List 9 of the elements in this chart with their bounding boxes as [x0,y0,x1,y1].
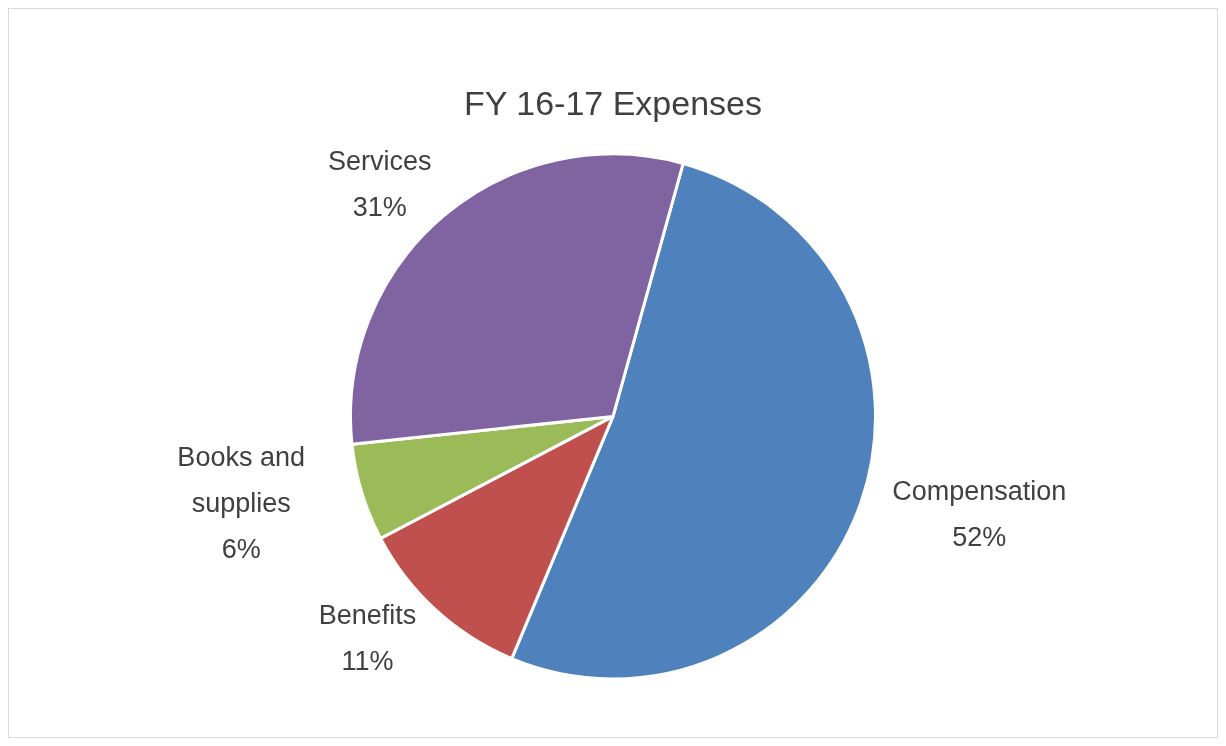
slice-label: Benefits [318,599,417,630]
slice-label: Books and supplies [177,441,305,518]
chart-title: FY 16-17 Expenses [464,83,762,122]
data-label: 6% [221,533,261,564]
slice-label: Compensation [892,475,1067,506]
slice-label: Services [327,146,432,177]
data-label: 31% [352,192,407,223]
data-label: 11% [341,645,394,676]
data-label: 52% [952,521,1007,552]
